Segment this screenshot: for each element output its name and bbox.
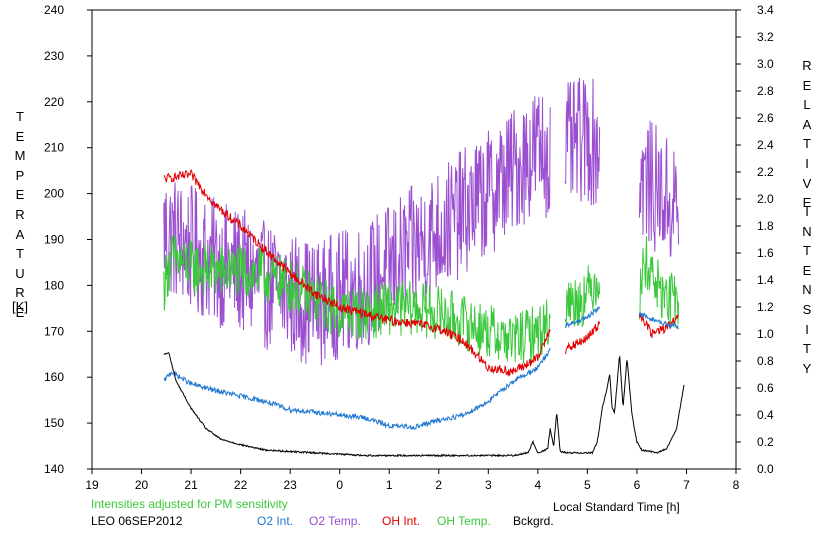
x-tick-label: 5	[584, 478, 591, 492]
left-axis-unit: [K]	[12, 299, 28, 314]
left-tick-label: 160	[44, 370, 64, 384]
series-line	[564, 77, 601, 206]
right-tick-label: 2.4	[757, 138, 774, 152]
right-tick-label: 0.0	[757, 462, 774, 476]
right-tick-label: 0.2	[757, 435, 774, 449]
series-line	[638, 120, 680, 257]
series-oh-temp	[163, 234, 680, 364]
left-tick-label: 140	[44, 462, 64, 476]
legend-o2-int: O2 Int.	[257, 514, 294, 528]
right-axis-label-relative: R E L A T I V E	[802, 58, 812, 211]
x-tick-label: 4	[535, 478, 542, 492]
right-tick-label: 2.8	[757, 84, 774, 98]
left-tick-label: 240	[44, 3, 64, 17]
left-tick-label: 190	[44, 233, 64, 247]
series-line	[564, 265, 601, 328]
right-axis-label-intensity: I N T E N S I T Y	[802, 204, 812, 376]
right-tick-label: 1.4	[757, 273, 774, 287]
x-tick-label: 3	[485, 478, 492, 492]
series-line	[163, 96, 551, 366]
series-line	[163, 169, 551, 377]
right-tick-label: 3.0	[757, 57, 774, 71]
series-line	[564, 321, 601, 355]
right-tick-label: 2.2	[757, 165, 774, 179]
series-line	[638, 236, 680, 328]
right-tick-label: 0.6	[757, 381, 774, 395]
left-tick-label: 210	[44, 141, 64, 155]
legend-oh-temp: OH Temp.	[437, 514, 491, 528]
x-tick-label: 0	[336, 478, 343, 492]
series-line	[564, 306, 601, 329]
right-tick-label: 1.6	[757, 246, 774, 260]
x-tick-label: 19	[85, 478, 99, 492]
x-tick-label: 1	[386, 478, 393, 492]
x-tick-label: 7	[683, 478, 690, 492]
right-tick-label: 1.0	[757, 327, 774, 341]
left-tick-label: 200	[44, 187, 64, 201]
right-tick-label: 2.0	[757, 192, 774, 206]
right-tick-label: 0.8	[757, 354, 774, 368]
right-tick-label: 2.6	[757, 111, 774, 125]
right-tick-label: 1.2	[757, 300, 774, 314]
series-line	[163, 234, 551, 364]
left-tick-label: 220	[44, 95, 64, 109]
left-tick-label: 180	[44, 278, 64, 292]
left-tick-label: 150	[44, 416, 64, 430]
x-tick-label: 22	[234, 478, 248, 492]
right-tick-label: 0.4	[757, 408, 774, 422]
series-line	[638, 311, 680, 330]
right-axis-ticks: 0.0 0.2 0.4 0.6 0.8 1.0 1.2 1.4 1.6 1.8 2.0 2.2 2.4 2…	[736, 3, 774, 476]
x-tick-label: 23	[283, 478, 297, 492]
x-tick-label: 8	[733, 478, 740, 492]
left-tick-label: 170	[44, 324, 64, 338]
right-tick-label: 1.8	[757, 219, 774, 233]
series-o2-temp	[163, 77, 680, 366]
x-tick-label: 2	[435, 478, 442, 492]
legend-o2-temp: O2 Temp.	[309, 514, 361, 528]
series-line	[163, 352, 685, 458]
left-axis-ticks: 140 150 160 170 180 190 200 210 220 230 240	[44, 3, 92, 476]
left-axis-label: T E M P E R A T U R E	[14, 109, 26, 320]
series-o2-int	[163, 306, 680, 431]
right-tick-label: 3.4	[757, 3, 774, 17]
legend-bckgrd: Bckgrd.	[513, 514, 554, 528]
legend-oh-int: OH Int.	[382, 514, 421, 528]
x-tick-label: 20	[135, 478, 149, 492]
right-tick-label: 3.2	[757, 30, 774, 44]
series-line	[163, 347, 551, 431]
sensitivity-note: Intensities adjusted for PM sensitivity	[91, 497, 288, 511]
station-label: LEO 06SEP2012	[91, 514, 183, 528]
x-axis-ticks: 19 20 21 22 23 0 1 2 3 4 5 6 7 8	[85, 469, 740, 492]
series-layer	[163, 77, 685, 458]
x-tick-label: 21	[184, 478, 198, 492]
series-bckgrd	[163, 352, 685, 458]
left-tick-label: 230	[44, 49, 64, 63]
x-axis-label: Local Standard Time [h]	[553, 500, 680, 514]
x-tick-label: 6	[634, 478, 641, 492]
